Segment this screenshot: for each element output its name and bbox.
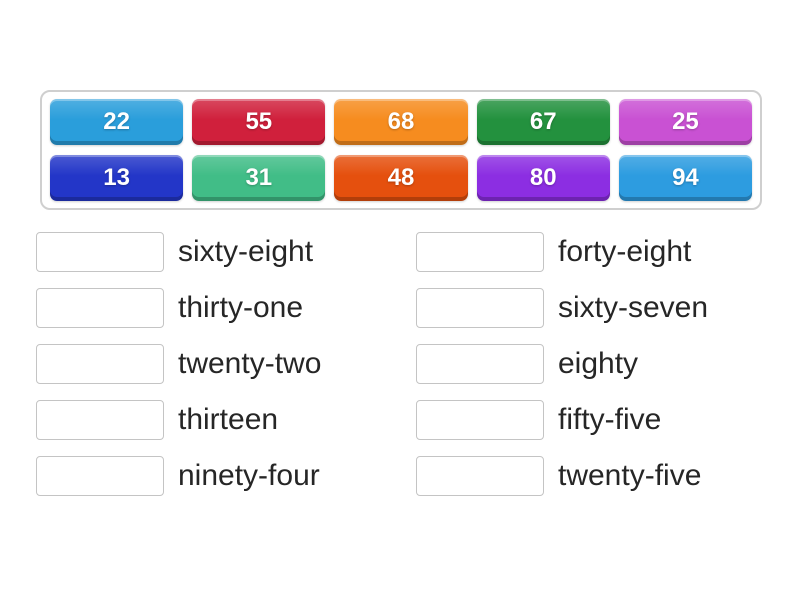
tray-row-1: 22 55 68 67 25 xyxy=(50,99,753,145)
number-tile-13[interactable]: 13 xyxy=(50,155,184,201)
number-tile-55[interactable]: 55 xyxy=(192,99,326,145)
tray-row-2: 13 31 48 80 94 xyxy=(50,155,753,201)
number-tile-68[interactable]: 68 xyxy=(334,99,468,145)
answer-slot-fifty-five[interactable] xyxy=(416,400,544,440)
word-label: eighty xyxy=(558,347,639,380)
word-label: twenty-five xyxy=(558,459,702,492)
word-label: forty-eight xyxy=(558,235,692,268)
word-label: fifty-five xyxy=(558,403,662,436)
word-label: sixty-eight xyxy=(178,235,314,268)
word-label: thirty-one xyxy=(178,291,304,324)
word-label: thirteen xyxy=(178,403,279,436)
number-tile-31[interactable]: 31 xyxy=(192,155,326,201)
match-row: forty-eight xyxy=(416,232,796,272)
answer-slot-twenty-two[interactable] xyxy=(36,344,164,384)
answer-slot-thirteen[interactable] xyxy=(36,400,164,440)
answer-slot-sixty-seven[interactable] xyxy=(416,288,544,328)
match-column-left: sixty-eight thirty-one twenty-two thirte… xyxy=(36,232,416,512)
match-row: sixty-seven xyxy=(416,288,796,328)
match-row: fifty-five xyxy=(416,400,796,440)
match-row: thirteen xyxy=(36,400,416,440)
match-row: sixty-eight xyxy=(36,232,416,272)
number-tile-80[interactable]: 80 xyxy=(476,155,610,201)
word-label: ninety-four xyxy=(178,459,320,492)
match-row: eighty xyxy=(416,344,796,384)
match-row: thirty-one xyxy=(36,288,416,328)
match-row: ninety-four xyxy=(36,456,416,496)
tile-tray: 22 55 68 67 25 13 31 48 80 94 xyxy=(40,90,762,210)
answer-slot-thirty-one[interactable] xyxy=(36,288,164,328)
answer-slot-sixty-eight[interactable] xyxy=(36,232,164,272)
number-tile-22[interactable]: 22 xyxy=(50,99,184,145)
number-tile-67[interactable]: 67 xyxy=(476,99,610,145)
answer-slot-eighty[interactable] xyxy=(416,344,544,384)
answer-slot-forty-eight[interactable] xyxy=(416,232,544,272)
number-tile-25[interactable]: 25 xyxy=(618,99,753,145)
match-row: twenty-five xyxy=(416,456,796,496)
number-tile-48[interactable]: 48 xyxy=(334,155,468,201)
answer-slot-twenty-five[interactable] xyxy=(416,456,544,496)
word-label: twenty-two xyxy=(178,347,322,380)
word-label: sixty-seven xyxy=(558,291,709,324)
number-tile-94[interactable]: 94 xyxy=(618,155,753,201)
match-row: twenty-two xyxy=(36,344,416,384)
answer-slot-ninety-four[interactable] xyxy=(36,456,164,496)
match-column-right: forty-eight sixty-seven eighty fifty-fiv… xyxy=(416,232,796,512)
